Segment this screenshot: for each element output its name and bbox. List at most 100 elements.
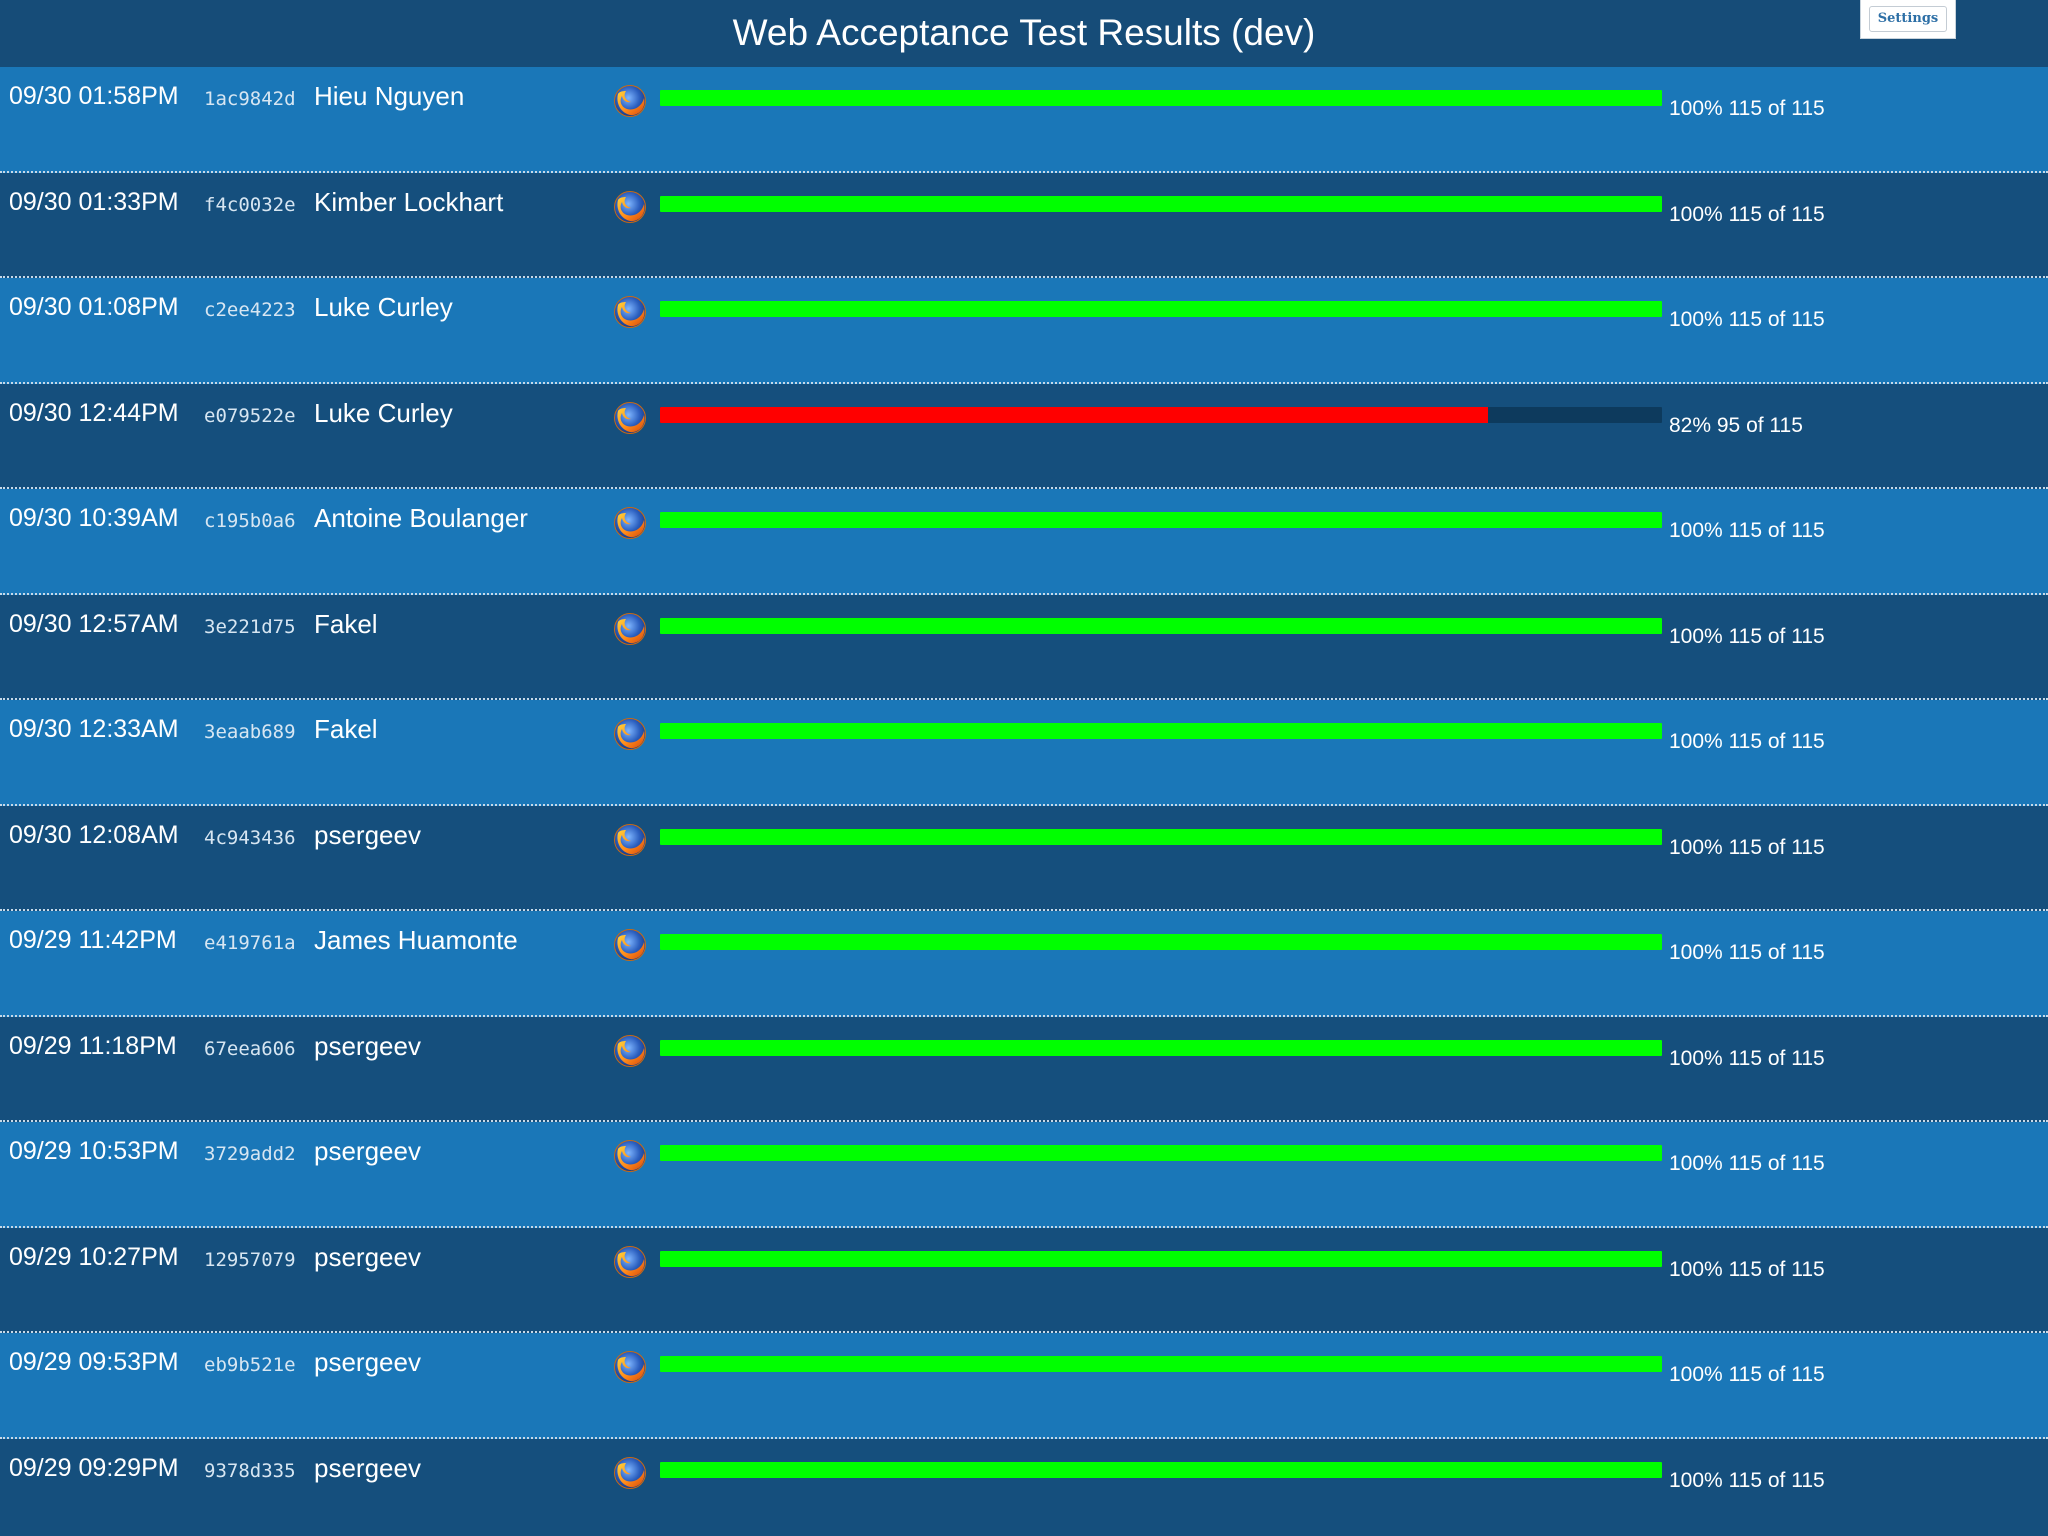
progress-fill <box>660 828 1662 845</box>
firefox-icon <box>614 718 646 750</box>
progress-fill <box>660 1356 1662 1372</box>
pass-percent: 82% <box>1669 413 1712 437</box>
pass-count: 115 of 115 <box>1728 835 1825 859</box>
pass-summary: 100% 115 of 115 <box>1669 1468 1825 1494</box>
author-name: Fakel <box>314 608 378 639</box>
commit-hash[interactable]: e419761a <box>204 932 296 954</box>
pass-summary: 100% 115 of 115 <box>1669 1257 1825 1283</box>
page-title: Web Acceptance Test Results (dev) <box>732 12 1316 53</box>
progress-bar <box>660 1039 1662 1056</box>
author-name: Luke Curley <box>314 292 453 322</box>
firefox-icon <box>614 823 646 856</box>
firefox-icon <box>614 1245 646 1278</box>
commit-hash[interactable]: 3729add2 <box>204 1143 296 1165</box>
pass-count: 115 of 115 <box>1728 1152 1825 1175</box>
commit-hash[interactable]: e079522e <box>204 404 296 427</box>
result-row[interactable]: 09/29 10:27PM 12957079 psergeev <box>0 1227 2048 1333</box>
result-row[interactable]: 09/30 01:58PM 1ac9842d Hieu Nguyen <box>0 67 2048 173</box>
pass-summary: 100% 115 of 115 <box>1669 624 1825 650</box>
run-time: 09/29 11:18PM <box>9 1031 177 1060</box>
commit-hash[interactable]: 4c943436 <box>204 826 296 849</box>
progress-bar <box>660 90 1662 106</box>
commit-hash[interactable]: 3eaab689 <box>204 721 296 743</box>
pass-count: 115 of 115 <box>1728 1468 1825 1492</box>
progress-fill <box>660 934 1662 950</box>
settings-button[interactable]: Settings <box>1869 6 1947 32</box>
pass-percent: 100% <box>1669 97 1723 120</box>
pass-summary: 100% 115 of 115 <box>1669 940 1825 966</box>
firefox-icon <box>614 401 646 434</box>
pass-percent: 100% <box>1669 1152 1723 1175</box>
result-row[interactable]: 09/29 11:42PM e419761a James Huamonte <box>0 911 2048 1017</box>
progress-bar <box>660 617 1662 634</box>
result-row[interactable]: 09/30 12:57AM 3e221d75 Fakel <box>0 594 2048 700</box>
progress-fill <box>660 1250 1662 1267</box>
result-row[interactable]: 09/30 01:08PM c2ee4223 Luke Curley <box>0 278 2048 384</box>
author-name: psergeev <box>314 1241 421 1272</box>
author-name: Kimber Lockhart <box>314 186 504 217</box>
progress-fill <box>660 301 1662 317</box>
pass-percent: 100% <box>1669 1363 1723 1386</box>
commit-hash[interactable]: 3e221d75 <box>204 615 296 638</box>
commit-hash[interactable]: eb9b521e <box>204 1354 296 1376</box>
commit-hash[interactable]: 67eea606 <box>204 1037 296 1060</box>
progress-bar <box>660 301 1662 317</box>
pass-count: 115 of 115 <box>1728 519 1825 542</box>
author-name: James Huamonte <box>314 925 518 955</box>
firefox-icon <box>614 612 646 645</box>
pass-percent: 100% <box>1669 202 1723 226</box>
commit-hash[interactable]: 1ac9842d <box>204 88 296 110</box>
result-row[interactable]: 09/29 10:53PM 3729add2 psergeev <box>0 1122 2048 1228</box>
result-row[interactable]: 09/30 12:44PM e079522e Luke Curley <box>0 383 2048 489</box>
result-row[interactable]: 09/29 11:18PM 67eea606 psergeev <box>0 1016 2048 1122</box>
run-time: 09/30 01:33PM <box>9 187 179 216</box>
commit-hash[interactable]: 12957079 <box>204 1248 296 1271</box>
pass-percent: 100% <box>1669 941 1723 964</box>
run-time: 09/29 11:42PM <box>9 926 177 954</box>
author-name: psergeev <box>314 1347 421 1377</box>
progress-fill <box>660 1461 1662 1478</box>
results-list: 09/30 01:58PM 1ac9842d Hieu Nguyen <box>0 67 2048 1536</box>
result-row[interactable]: 09/30 10:39AM c195b0a6 Antoine Boulanger <box>0 489 2048 595</box>
pass-summary: 82% 95 of 115 <box>1669 413 1803 439</box>
firefox-icon <box>614 85 646 117</box>
author-name: Fakel <box>314 714 378 744</box>
author-name: Luke Curley <box>314 397 453 428</box>
result-row[interactable]: 09/29 09:29PM 9378d335 psergeev <box>0 1438 2048 1536</box>
commit-hash[interactable]: 9378d335 <box>204 1459 296 1482</box>
progress-bar <box>660 1461 1662 1478</box>
pass-summary: 100% 115 of 115 <box>1669 518 1825 544</box>
result-row[interactable]: 09/29 09:53PM eb9b521e psergeev <box>0 1333 2048 1439</box>
settings-panel: Settings <box>1860 0 1956 39</box>
run-time: 09/30 10:39AM <box>9 504 179 532</box>
pass-count: 115 of 115 <box>1728 1257 1825 1281</box>
progress-bar <box>660 406 1662 423</box>
commit-hash[interactable]: c195b0a6 <box>204 510 296 532</box>
firefox-icon <box>614 1456 646 1489</box>
commit-hash[interactable]: c2ee4223 <box>204 299 296 321</box>
progress-fill <box>660 195 1662 212</box>
author-name: Hieu Nguyen <box>314 81 465 111</box>
progress-bar <box>660 1250 1662 1267</box>
firefox-icon <box>614 190 646 223</box>
run-time: 09/30 12:57AM <box>9 609 179 638</box>
run-time: 09/29 10:53PM <box>9 1137 179 1165</box>
run-time: 09/29 09:53PM <box>9 1348 179 1376</box>
run-time: 09/29 09:29PM <box>9 1453 179 1482</box>
firefox-icon <box>614 1034 646 1067</box>
author-name: psergeev <box>314 1452 421 1483</box>
pass-summary: 100% 115 of 115 <box>1669 1151 1825 1177</box>
result-row[interactable]: 09/30 01:33PM f4c0032e Kimber Lockhart <box>0 172 2048 278</box>
result-row[interactable]: 09/30 12:08AM 4c943436 psergeev <box>0 805 2048 911</box>
run-time: 09/30 12:08AM <box>9 820 179 849</box>
progress-fill <box>660 1039 1662 1056</box>
run-time: 09/29 10:27PM <box>9 1242 179 1271</box>
pass-count: 95 of 115 <box>1716 413 1803 437</box>
pass-percent: 100% <box>1669 308 1723 331</box>
result-row[interactable]: 09/30 12:33AM 3eaab689 Fakel <box>0 700 2048 806</box>
pass-summary: 100% 115 of 115 <box>1669 307 1825 333</box>
firefox-icon <box>614 507 646 539</box>
progress-fill <box>660 512 1662 528</box>
commit-hash[interactable]: f4c0032e <box>204 193 296 216</box>
pass-percent: 100% <box>1669 519 1723 542</box>
